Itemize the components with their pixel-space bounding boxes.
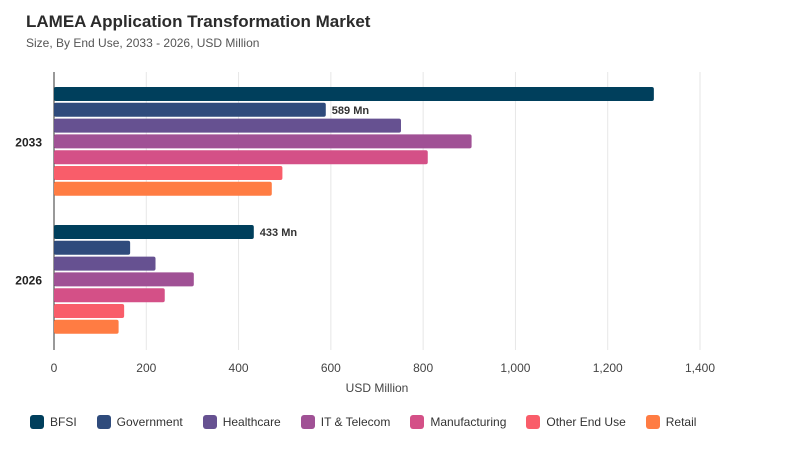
legend-swatch bbox=[645, 415, 660, 429]
chart-legend: BFSI Government Healthcare IT & Telecom Manu… bbox=[30, 415, 716, 429]
x-tick-label: 600 bbox=[321, 361, 341, 375]
x-tick-label: 1,000 bbox=[500, 361, 530, 375]
x-tick-label: 0 bbox=[51, 361, 58, 375]
y-tick-label: 2033 bbox=[15, 135, 42, 149]
bar bbox=[54, 304, 125, 318]
x-axis-label: USD Million bbox=[346, 381, 409, 395]
legend-label: Manufacturing bbox=[430, 415, 507, 429]
legend-label: Other End Use bbox=[546, 415, 626, 429]
chart-subtitle: Size, By End Use, 2033 - 2026, USD Milli… bbox=[26, 36, 260, 50]
bar bbox=[54, 134, 472, 149]
x-tick-label: 800 bbox=[413, 361, 433, 375]
x-tick-label: 1,400 bbox=[685, 361, 715, 375]
bar bbox=[54, 181, 272, 196]
bar bbox=[54, 150, 428, 165]
legend-item: BFSI bbox=[30, 415, 77, 429]
bar bbox=[54, 256, 156, 271]
x-tick-label: 200 bbox=[136, 361, 156, 375]
legend-swatch bbox=[410, 415, 425, 429]
bar bbox=[54, 225, 254, 239]
bar bbox=[54, 118, 401, 133]
bar bbox=[54, 102, 326, 117]
legend-swatch bbox=[300, 415, 315, 429]
bar bbox=[54, 319, 119, 334]
legend-label: Healthcare bbox=[222, 415, 281, 429]
legend-swatch bbox=[202, 415, 217, 429]
legend-item: Healthcare bbox=[202, 415, 281, 429]
legend-label: IT & Telecom bbox=[320, 415, 391, 429]
legend-swatch bbox=[526, 415, 541, 429]
bar bbox=[54, 166, 283, 180]
legend-item: Manufacturing bbox=[410, 415, 506, 429]
bar bbox=[54, 87, 654, 101]
x-tick-label: 400 bbox=[229, 361, 249, 375]
chart-title: LAMEA Application Transformation Market bbox=[26, 12, 371, 31]
legend-label: Retail bbox=[665, 415, 697, 429]
legend-swatch bbox=[96, 415, 111, 429]
legend-label: Government bbox=[116, 415, 183, 429]
data-label: 589 Mn bbox=[332, 105, 370, 117]
x-tick-label: 1,200 bbox=[593, 361, 623, 375]
legend-item: Retail bbox=[645, 415, 697, 429]
legend-swatch bbox=[30, 415, 44, 429]
y-tick-label: 2026 bbox=[15, 273, 42, 287]
bar bbox=[54, 240, 131, 255]
legend-item: Government bbox=[96, 415, 183, 429]
data-label: 433 Mn bbox=[260, 227, 298, 239]
legend-label: BFSI bbox=[50, 415, 77, 429]
legend-item: IT & Telecom bbox=[300, 415, 391, 429]
bar bbox=[54, 288, 165, 303]
bar bbox=[54, 272, 194, 287]
legend-item: Other End Use bbox=[526, 415, 626, 429]
